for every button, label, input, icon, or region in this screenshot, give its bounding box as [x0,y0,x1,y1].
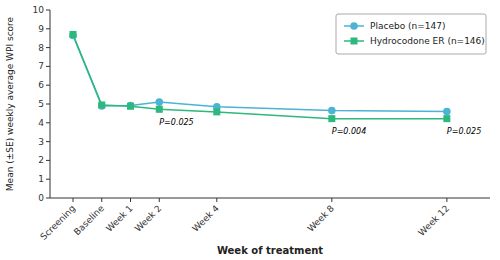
y-tick-label: 2 [38,155,44,165]
y-tick [46,179,50,180]
y-tick-label: 3 [38,137,44,147]
y-tick-label: 10 [33,5,45,15]
point [69,32,77,40]
point [98,101,105,108]
point [127,102,135,110]
annotation: P=0.025 [159,118,193,127]
x-tick [159,198,160,202]
x-tick-label: Week 1 [104,203,135,234]
point [155,98,163,106]
y-axis-title: Mean (±SE) weekly average WPI score [5,16,15,191]
y-tick [46,122,50,123]
point [213,108,220,115]
x-tick-label: Week 12 [416,203,451,238]
x-tick [446,198,447,202]
legend-label: Hydrocodone ER (n=146) [370,36,485,46]
y-tick [46,66,50,67]
y-tick [46,141,50,142]
point [127,103,134,110]
y-tick-label: 5 [38,99,44,109]
x-tick [101,198,102,202]
annotation: P=0.025 [447,127,481,136]
x-tick [331,198,332,202]
x-tick [73,198,74,202]
x-tick-label: Week 8 [305,203,336,234]
legend-marker [351,38,358,45]
y-tick-label: 9 [38,24,44,34]
point [443,108,451,116]
y-tick [46,104,50,105]
y-tick-label: 0 [38,193,44,203]
legend-box [336,14,486,54]
legend-label: Placebo (n=147) [370,21,445,31]
annotation: P=0.004 [332,127,366,136]
point [156,106,163,113]
y-tick [46,10,50,11]
x-tick-label: Baseline [72,203,106,237]
point [443,115,450,122]
y-tick [46,85,50,86]
x-tick [216,198,217,202]
point [70,31,77,38]
point [328,107,336,115]
x-axis-title: Week of treatment [217,245,323,256]
y-tick-label: 8 [38,43,44,53]
x-tick [130,198,131,202]
y-tick-label: 1 [38,174,44,184]
chart: 012345678910ScreeningBaselineWeek 1Week … [0,0,500,260]
y-tick-label: 7 [38,61,44,71]
legend-marker [350,22,358,30]
x-tick-label: Week 2 [133,203,164,234]
y-tick-label: 4 [38,118,44,128]
y-tick [46,198,50,199]
y-tick [46,47,50,48]
x-tick-label: Week 4 [190,203,221,234]
x-tick-label: Screening [38,203,77,242]
y-tick [46,28,50,29]
point [328,115,335,122]
point [98,102,106,110]
y-tick-label: 6 [38,80,44,90]
legend: Placebo (n=147) Hydrocodone ER (n=146) [336,14,486,54]
y-tick [46,160,50,161]
x-axis-line [50,198,490,199]
